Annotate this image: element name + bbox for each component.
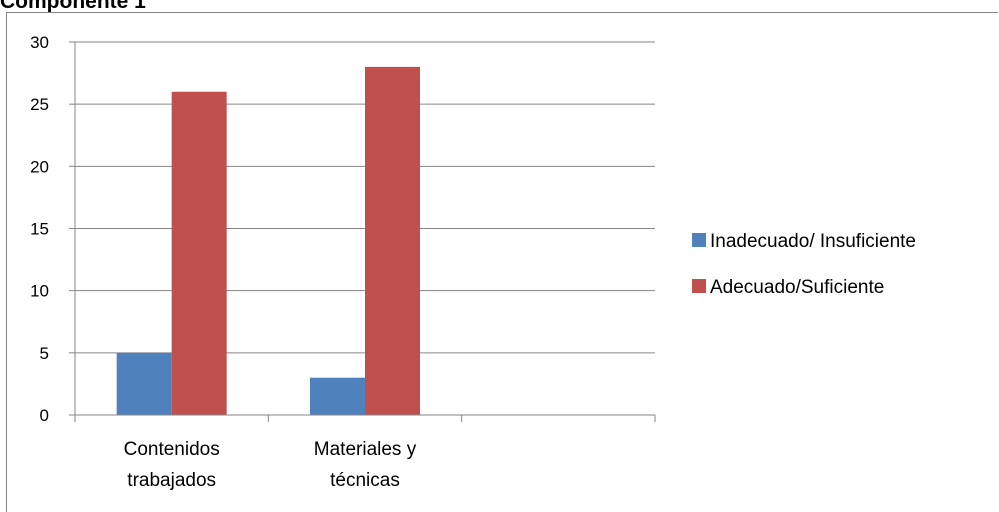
bar-inadecuado <box>310 377 365 415</box>
bar-adecuado <box>171 91 227 415</box>
y-tick-label: 5 <box>40 344 49 363</box>
y-tick-label: 30 <box>30 33 49 52</box>
y-tick-label: 25 <box>30 95 49 114</box>
bar-inadecuado <box>116 352 172 415</box>
legend-swatch <box>692 279 706 293</box>
axes <box>69 41 656 422</box>
legend-swatch <box>692 233 706 247</box>
x-category-label: trabajados <box>127 470 216 491</box>
labels: 0 5 10 15 20 25 30 Contenidos trabajados Material… <box>30 33 417 491</box>
bar-adecuado <box>365 66 420 415</box>
legend-label: Adecuado/Suficiente <box>710 277 884 298</box>
legend-label: Inadecuado/ Insuficiente <box>710 231 916 252</box>
x-category-label: técnicas <box>330 470 400 491</box>
chart-frame <box>6 12 998 512</box>
x-category-label: Contenidos <box>124 439 220 460</box>
chart-title: Componente 1 <box>0 0 146 13</box>
x-category-label: Materiales y <box>314 439 417 460</box>
y-tick-label: 10 <box>30 282 49 301</box>
bars <box>116 66 420 415</box>
y-tick-label: 20 <box>30 157 49 176</box>
y-tick-label: 15 <box>30 220 49 239</box>
legend: Inadecuado/ Insuficiente Adecuado/Suficie… <box>692 231 916 298</box>
y-tick-label: 0 <box>40 406 49 425</box>
